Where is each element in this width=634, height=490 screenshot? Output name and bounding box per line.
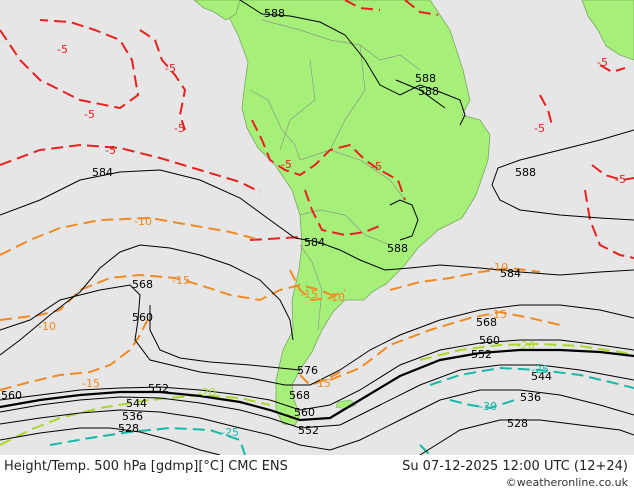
height-label: 576: [297, 364, 318, 377]
temp-label-minus15: -15: [313, 377, 331, 390]
height-label: 552: [148, 382, 169, 395]
height-label: 588: [387, 242, 408, 255]
height-label: 544: [531, 370, 552, 383]
height-contours: [0, 0, 634, 455]
height-label: 588: [515, 166, 536, 179]
temp-label-minus25: -25: [221, 426, 239, 439]
height-label: 588: [264, 7, 285, 20]
country-borders: [249, 19, 421, 331]
height-label: 568: [476, 316, 497, 329]
north-america-landmass: [193, 0, 241, 21]
temp-label-minus15: -15: [82, 377, 100, 390]
temp-label-minus10: -10: [134, 215, 152, 228]
temp-contours-minus20: [0, 342, 634, 446]
temp-label-minus5: -5: [57, 43, 68, 56]
height-label: 536: [122, 410, 143, 423]
map-title: Height/Temp. 500 hPa [gdmp][°C] CMC ENS: [4, 459, 288, 474]
height-label: 544: [126, 397, 147, 410]
temp-label-minus15: -15: [300, 288, 318, 301]
height-contour-552: [0, 348, 634, 422]
height-labels: 588 588 588 588 588 584 584 584 576 568 …: [1, 7, 552, 437]
temp-label-minus20: -20: [198, 386, 216, 399]
height-label: 560: [132, 311, 153, 324]
temp-label-minus5: -5: [165, 62, 176, 75]
temp-label-minus10: -10: [38, 320, 56, 333]
temp-contours-minus25-minus30: [49, 366, 634, 455]
temp-label-minus5: -5: [281, 158, 292, 171]
height-label: 584: [500, 267, 521, 280]
height-label: 584: [92, 166, 113, 179]
temp-label-minus15: -15: [489, 308, 507, 321]
height-label: 552: [298, 424, 319, 437]
temp-contours-minus5: [0, 0, 634, 259]
temp-label-minus10: -10: [490, 261, 508, 274]
temp-label-minus5: -5: [84, 108, 95, 121]
temp-label-minus5: -5: [105, 144, 116, 157]
height-label: 560: [1, 389, 22, 402]
forecast-datetime: Su 07-12-2025 12:00 UTC (12+24): [402, 459, 628, 474]
height-label: 528: [507, 417, 528, 430]
temp-label-minus5: -5: [174, 122, 185, 135]
temp-label-minus5: -5: [597, 56, 608, 69]
height-label: 588: [415, 72, 436, 85]
temp-label-minus5: -5: [615, 173, 626, 186]
height-label: 560: [294, 406, 315, 419]
temp-label-minus20: -20: [517, 339, 535, 352]
temp-label-minus5: -5: [371, 160, 382, 173]
height-label: 552: [471, 348, 492, 361]
temp-label-minus15: -15: [172, 274, 190, 287]
height-label: 528: [118, 422, 139, 435]
height-label: 588: [418, 85, 439, 98]
africa-corner-landmass: [581, 0, 634, 61]
height-label: 560: [479, 334, 500, 347]
temp-contours-minus10-minus15: [0, 216, 561, 391]
weather-map: 588 588 588 588 588 584 584 584 576 568 …: [0, 0, 634, 455]
height-label: 568: [289, 389, 310, 402]
height-label: 536: [520, 391, 541, 404]
temp-label-minus10: -10: [327, 291, 345, 304]
height-label: 568: [132, 278, 153, 291]
map-footer: Height/Temp. 500 hPa [gdmp][°C] CMC ENS …: [0, 455, 634, 490]
falkland-islands: [335, 399, 357, 410]
temp-label-minus30: -30: [479, 400, 497, 413]
height-label: 584: [304, 236, 325, 249]
source-credit[interactable]: ©weatheronline.co.uk: [505, 476, 628, 489]
temp-labels: -5 -5 -5 -5 -5 -5 -5 -5 -5 -5 -10 -10 -1…: [38, 43, 626, 439]
temp-label-minus25: -25: [531, 363, 549, 376]
temp-label-minus5: -5: [534, 122, 545, 135]
